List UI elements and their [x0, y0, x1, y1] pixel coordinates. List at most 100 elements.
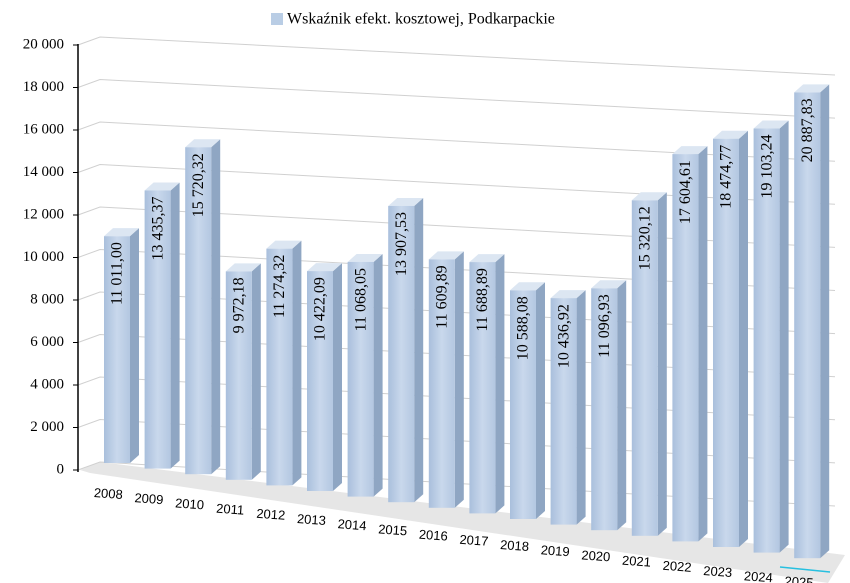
- bar-side: [820, 84, 830, 559]
- bar-side: [698, 146, 708, 542]
- bar-top: [591, 280, 627, 289]
- x-tick-label: 2012: [256, 506, 286, 523]
- grid-line: [77, 291, 836, 335]
- bar-top: [510, 282, 545, 291]
- value-label: 19 103,24: [758, 135, 775, 199]
- bar-side: [414, 197, 424, 503]
- y-tick-label: 6 000: [30, 334, 64, 350]
- y-tick-label: 8 000: [30, 291, 64, 307]
- bar-top: [225, 263, 261, 272]
- bar-top: [672, 146, 708, 155]
- grid-line: [77, 121, 836, 162]
- x-tick-label: 2024: [743, 568, 773, 583]
- bar-top: [144, 182, 180, 191]
- bar-top: [631, 192, 667, 201]
- value-label: 11 096,93: [596, 294, 613, 357]
- bar: [591, 288, 618, 531]
- bar-side: [333, 263, 342, 491]
- bar: [469, 262, 496, 514]
- bar-side: [454, 251, 464, 508]
- bar-top: [104, 228, 139, 237]
- bar: [185, 147, 212, 475]
- grid-line: [77, 461, 836, 507]
- bar-top: [388, 197, 424, 206]
- x-tick-label: 2016: [418, 527, 448, 544]
- bar-top: [794, 84, 830, 93]
- bar-top: [266, 240, 302, 249]
- floor-edge: [779, 566, 831, 573]
- value-label: 18 474,77: [718, 145, 735, 209]
- x-tick-label: 2013: [297, 511, 327, 528]
- bar-side: [739, 130, 748, 547]
- y-tick-label: 14 000: [23, 164, 64, 180]
- bar-top: [428, 251, 464, 260]
- grid-line: [77, 163, 836, 205]
- bar-side: [617, 280, 627, 531]
- bar: [631, 200, 658, 536]
- bar: [144, 190, 171, 469]
- x-tick-label: 2017: [459, 532, 489, 549]
- y-tick-label: 18 000: [23, 79, 64, 95]
- bar: [510, 290, 536, 519]
- value-label: 15 320,12: [636, 206, 653, 270]
- bar: [753, 128, 780, 553]
- bar-side: [130, 228, 139, 463]
- y-tick-label: 12 000: [23, 206, 64, 222]
- bar-side: [536, 282, 545, 519]
- value-label: 11 609,89: [433, 265, 450, 328]
- value-label: 13 907,53: [393, 212, 410, 276]
- bar-top: [347, 253, 383, 262]
- x-tick-label: 2019: [540, 542, 570, 559]
- bar: [266, 248, 293, 486]
- bar-side: [251, 263, 261, 480]
- bar-top: [307, 263, 342, 272]
- bar-top: [469, 254, 505, 263]
- value-label: 11 011,00: [109, 242, 126, 305]
- bar: [104, 236, 130, 463]
- value-label: 13 435,37: [149, 196, 166, 260]
- bar-side: [211, 139, 221, 475]
- value-label: 17 604,61: [677, 160, 694, 224]
- y-tick-label: 16 000: [23, 121, 64, 137]
- x-tick-label: 2023: [703, 563, 733, 580]
- legend-swatch: [271, 13, 283, 25]
- value-label: 20 887,83: [799, 98, 816, 162]
- bar: [225, 271, 252, 480]
- bar: [794, 92, 821, 559]
- bar-top: [753, 120, 789, 129]
- value-label: 9 972,18: [230, 277, 247, 333]
- grid-line: [77, 206, 836, 248]
- grid-line: [77, 36, 836, 76]
- x-tick-label: 2021: [622, 553, 652, 570]
- x-tick-label: 2014: [337, 516, 367, 533]
- value-label: 10 436,92: [555, 304, 572, 368]
- bar-side: [373, 253, 383, 497]
- grid-line: [77, 248, 836, 291]
- bar-side: [292, 240, 302, 486]
- bar: [713, 138, 739, 547]
- bars: 11 011,00 13 435,37 15 720,32 9 972,18 11 27…: [104, 84, 830, 559]
- grid-line: [77, 78, 836, 119]
- bar: [550, 298, 577, 525]
- legend-label: Wskaźnik efekt. kosztowej, Podkarpackie: [287, 11, 555, 28]
- x-tick-label: 2009: [134, 490, 164, 507]
- x-tick-label: 2010: [175, 495, 205, 512]
- value-label: 11 068,05: [352, 268, 369, 331]
- bar: [388, 205, 415, 503]
- grid-line: [77, 418, 836, 464]
- value-label: 15 720,32: [190, 153, 207, 217]
- y-tick-label: 4 000: [30, 376, 64, 392]
- bar-side: [495, 254, 505, 514]
- value-label: 11 274,32: [271, 255, 288, 318]
- bar-top: [185, 139, 221, 148]
- bar-side: [576, 290, 586, 525]
- floor: [80, 462, 845, 583]
- value-label: 10 422,09: [312, 277, 329, 341]
- bar-side: [657, 192, 667, 536]
- bar: [672, 154, 699, 542]
- bar-side: [170, 182, 180, 469]
- bar-top: [713, 130, 748, 139]
- grid-line: [77, 333, 836, 378]
- x-tick-label: 2018: [500, 537, 530, 554]
